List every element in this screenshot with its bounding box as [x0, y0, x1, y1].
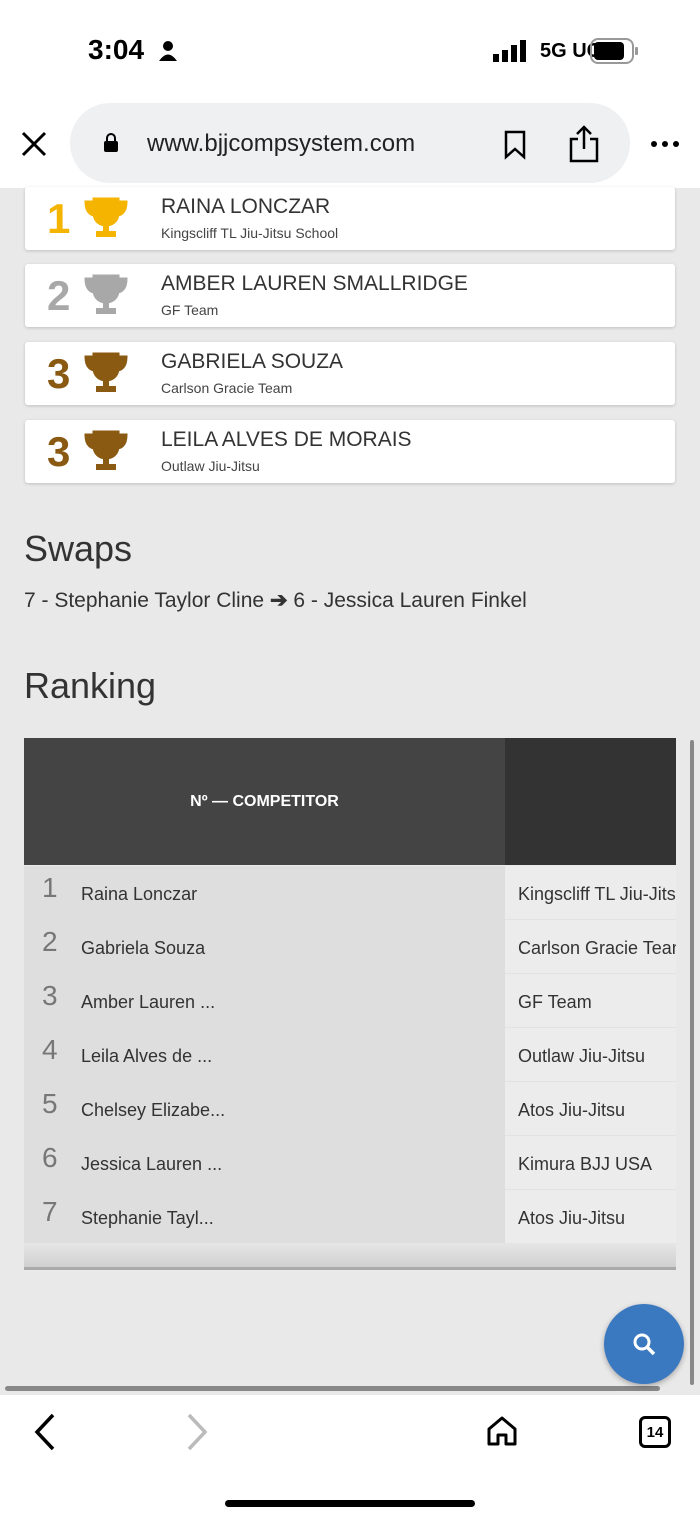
competitor-cell: 5 Chelsey Elizabe... — [24, 1082, 505, 1136]
team-name: Carlson Gracie Team — [518, 938, 676, 958]
forward-icon[interactable] — [185, 1413, 209, 1451]
lock-icon — [104, 133, 118, 152]
browser-toolbar: www.bjjcompsystem.com — [0, 100, 700, 188]
team-cell: GF Team — [505, 974, 676, 1028]
network-label: 5G UC — [540, 40, 602, 62]
podium-card[interactable]: 1 RAINA LONCZAR Kingscliff TL Jiu-Jitsu … — [25, 187, 675, 250]
bronze-trophy-icon — [84, 352, 128, 392]
competitor-name: AMBER LAUREN SMALLRIDGE — [161, 272, 468, 295]
swap-to: 6 - Jessica Lauren Finkel — [293, 589, 527, 612]
rank-number: 7 — [42, 1196, 58, 1227]
swap-from: 7 - Stephanie Taylor Cline — [24, 589, 265, 612]
share-icon[interactable] — [568, 125, 600, 163]
column-header-competitor[interactable]: Nº — COMPETITOR — [24, 738, 505, 865]
competitor-cell: 1 Raina Lonczar — [24, 866, 505, 920]
competitor-name: Jessica Lauren ... — [81, 1154, 223, 1174]
place-number: 3 — [47, 428, 71, 475]
swap-entry: 7 - Stephanie Taylor Cline ➔ 6 - Jessica… — [24, 588, 527, 613]
search-button[interactable] — [604, 1304, 684, 1384]
table-row[interactable]: 3 Amber Lauren ... GF Team — [24, 974, 676, 1028]
place-number: 2 — [47, 272, 71, 319]
competitor-name: Amber Lauren ... — [81, 992, 216, 1012]
swaps-heading: Swaps — [24, 528, 133, 569]
signal-icon — [493, 40, 526, 62]
table-row[interactable]: 1 Raina Lonczar Kingscliff TL Jiu-Jitsu Sc… — [24, 866, 676, 920]
team-cell: Kimura BJJ USA — [505, 1136, 676, 1190]
team-cell: Kingscliff TL Jiu-Jitsu School — [505, 866, 676, 920]
table-row[interactable]: 4 Leila Alves de ... Outlaw Jiu-Jitsu — [24, 1028, 676, 1082]
team-cell: Outlaw Jiu-Jitsu — [505, 1028, 676, 1082]
address-bar[interactable]: www.bjjcompsystem.com — [70, 103, 630, 183]
ranking-heading: Ranking — [24, 665, 157, 706]
bookmark-icon[interactable] — [503, 130, 527, 160]
team-name: GF Team — [518, 992, 592, 1012]
competitor-name: Leila Alves de ... — [81, 1046, 213, 1066]
clock: 3:04 — [88, 34, 145, 65]
search-icon — [633, 1333, 656, 1356]
silver-trophy-icon — [84, 274, 128, 314]
close-icon[interactable] — [21, 131, 47, 157]
podium-card[interactable]: 3 GABRIELA SOUZA Carlson Gracie Team — [25, 342, 675, 405]
team-cell: Atos Jiu-Jitsu — [505, 1082, 676, 1136]
ranking-table[interactable]: Nº — COMPETITOR 1 Raina Lonczar Kingscliff… — [24, 738, 676, 1270]
place-number: 1 — [47, 195, 71, 242]
competitor-team: Outlaw Jiu-Jitsu — [161, 458, 260, 474]
horizontal-scrollbar[interactable] — [5, 1386, 660, 1391]
competitor-name: GABRIELA SOUZA — [161, 350, 344, 373]
status-bar: 3:04 5G UC — [0, 0, 700, 100]
back-icon[interactable] — [33, 1413, 57, 1451]
bronze-trophy-icon — [84, 430, 128, 470]
competitor-team: Carlson Gracie Team — [161, 380, 293, 396]
competitor-name: Gabriela Souza — [81, 938, 206, 958]
vertical-scrollbar[interactable] — [690, 740, 694, 1385]
competitor-cell: 6 Jessica Lauren ... — [24, 1136, 505, 1190]
battery-icon — [590, 38, 638, 64]
team-name: Kimura BJJ USA — [518, 1154, 653, 1174]
person-icon — [159, 41, 177, 61]
competitor-cell: 3 Amber Lauren ... — [24, 974, 505, 1028]
team-name: Kingscliff TL Jiu-Jitsu School — [518, 884, 676, 904]
table-footer — [24, 1243, 676, 1270]
column-header-team[interactable] — [505, 738, 676, 865]
competitor-cell: 4 Leila Alves de ... — [24, 1028, 505, 1082]
table-row[interactable]: 7 Stephanie Tayl... Atos Jiu-Jitsu — [24, 1190, 676, 1244]
table-row[interactable]: 2 Gabriela Souza Carlson Gracie Team — [24, 920, 676, 974]
team-cell: Atos Jiu-Jitsu — [505, 1190, 676, 1244]
podium-card[interactable]: 2 AMBER LAUREN SMALLRIDGE GF Team — [25, 264, 675, 327]
competitor-name: Chelsey Elizabe... — [81, 1100, 226, 1120]
competitor-cell: 7 Stephanie Tayl... — [24, 1190, 505, 1244]
tabs-button[interactable]: 14 — [639, 1416, 671, 1448]
gold-trophy-icon — [84, 197, 128, 237]
team-name: Atos Jiu-Jitsu — [518, 1208, 626, 1228]
rank-number: 3 — [42, 980, 58, 1011]
rank-number: 5 — [42, 1088, 58, 1119]
competitor-name: LEILA ALVES DE MORAIS — [161, 428, 412, 451]
competitor-team: GF Team — [161, 302, 219, 318]
competitor-name: Stephanie Tayl... — [81, 1208, 214, 1228]
competitor-team: Kingscliff TL Jiu-Jitsu School — [161, 225, 339, 241]
table-row[interactable]: 6 Jessica Lauren ... Kimura BJJ USA — [24, 1136, 676, 1190]
url-text: www.bjjcompsystem.com — [147, 130, 416, 157]
rank-number: 6 — [42, 1142, 58, 1173]
rank-number: 2 — [42, 926, 58, 957]
competitor-cell: 2 Gabriela Souza — [24, 920, 505, 974]
arrow-right-icon: ➔ — [269, 589, 288, 612]
team-name: Outlaw Jiu-Jitsu — [518, 1046, 646, 1066]
team-name: Atos Jiu-Jitsu — [518, 1100, 626, 1120]
rank-number: 4 — [42, 1034, 58, 1065]
table-row[interactable]: 5 Chelsey Elizabe... Atos Jiu-Jitsu — [24, 1082, 676, 1136]
competitor-name: RAINA LONCZAR — [161, 195, 331, 218]
home-indicator — [225, 1500, 475, 1507]
home-icon[interactable] — [486, 1415, 518, 1447]
podium-card[interactable]: 3 LEILA ALVES DE MORAIS Outlaw Jiu-Jitsu — [25, 420, 675, 483]
team-cell: Carlson Gracie Team — [505, 920, 676, 974]
competitor-name: Raina Lonczar — [81, 884, 198, 904]
rank-number: 1 — [42, 872, 58, 903]
place-number: 3 — [47, 350, 71, 397]
more-icon[interactable] — [650, 140, 680, 148]
